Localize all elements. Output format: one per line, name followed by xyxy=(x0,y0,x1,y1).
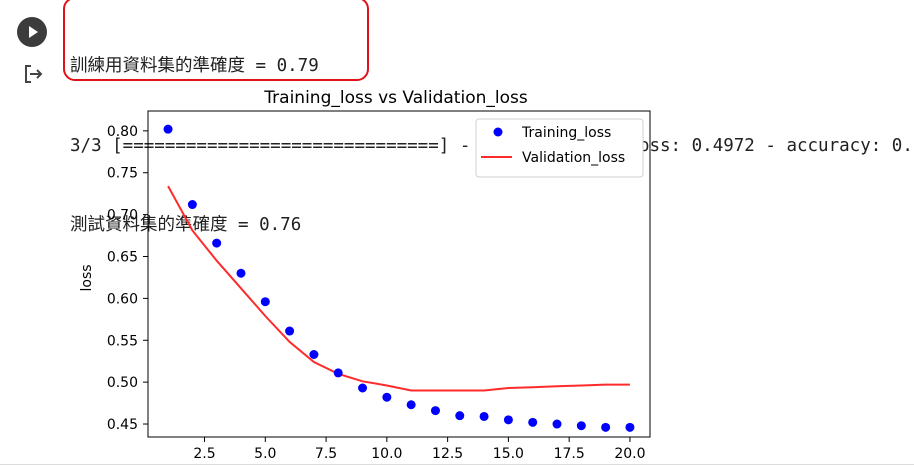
y-axis-label: loss xyxy=(79,264,95,291)
x-tick-label: 7.5 xyxy=(315,446,337,462)
chart-legend: Training_loss Validation_loss xyxy=(475,118,644,178)
test-accuracy-line: 測試資料集的準確度 = 0.76 xyxy=(70,215,302,235)
training-loss-point xyxy=(503,415,513,425)
x-tick-label: 15.0 xyxy=(493,446,524,462)
training-loss-point xyxy=(212,238,222,248)
legend-training-marker xyxy=(493,127,503,137)
x-tick-label: 20.0 xyxy=(614,446,645,462)
training-loss-point xyxy=(382,392,392,402)
y-tick-label: 0.80 xyxy=(107,124,138,140)
y-tick-label: 0.65 xyxy=(107,249,138,265)
x-tick-label: 17.5 xyxy=(554,446,585,462)
output-divider xyxy=(0,464,914,465)
y-tick-label: 0.75 xyxy=(107,166,138,182)
plot-frame xyxy=(147,110,651,438)
training-loss-point xyxy=(333,368,343,378)
run-cell-button[interactable] xyxy=(17,17,47,47)
training-loss-point xyxy=(601,422,611,432)
training-loss-point xyxy=(552,419,562,429)
x-tick-label: 2.5 xyxy=(193,446,215,462)
x-tick-label: 5.0 xyxy=(254,446,276,462)
y-tick-label: 0.70 xyxy=(107,208,138,224)
legend-training-label: Training_loss xyxy=(521,125,611,141)
training-loss-point xyxy=(187,200,197,210)
y-tick-label: 0.55 xyxy=(107,333,138,349)
training-loss-point xyxy=(406,400,416,410)
play-icon xyxy=(29,26,38,38)
training-loss-point xyxy=(455,411,465,421)
training-loss-point xyxy=(625,422,635,432)
x-tick-label: 10.0 xyxy=(371,446,402,462)
chart-title: Training_loss vs Validation_loss xyxy=(263,88,528,108)
y-tick-label: 0.60 xyxy=(107,291,138,307)
training-loss-point xyxy=(528,417,538,427)
cell-gutter xyxy=(0,0,62,468)
training-loss-point xyxy=(358,383,368,393)
training-loss-point xyxy=(309,349,319,359)
loss-chart: Training_loss vs Validation_loss loss 2.… xyxy=(79,88,651,462)
output-redirect-icon[interactable] xyxy=(22,62,46,86)
training-loss-point xyxy=(260,297,270,307)
training-loss-point xyxy=(576,421,586,431)
training-loss-point xyxy=(236,268,246,278)
training-loss-point xyxy=(285,326,295,336)
x-tick-label: 12.5 xyxy=(432,446,463,462)
training-loss-point xyxy=(163,124,173,134)
y-tick-label: 0.50 xyxy=(107,375,138,391)
train-accuracy-line: 訓練用資料集的準確度 = 0.79 xyxy=(70,56,319,76)
training-loss-point xyxy=(479,411,489,421)
training-loss-point xyxy=(430,406,440,416)
validation-loss-line xyxy=(167,185,630,392)
legend-validation-label: Validation_loss xyxy=(522,150,625,166)
y-tick-label: 0.45 xyxy=(107,417,138,433)
